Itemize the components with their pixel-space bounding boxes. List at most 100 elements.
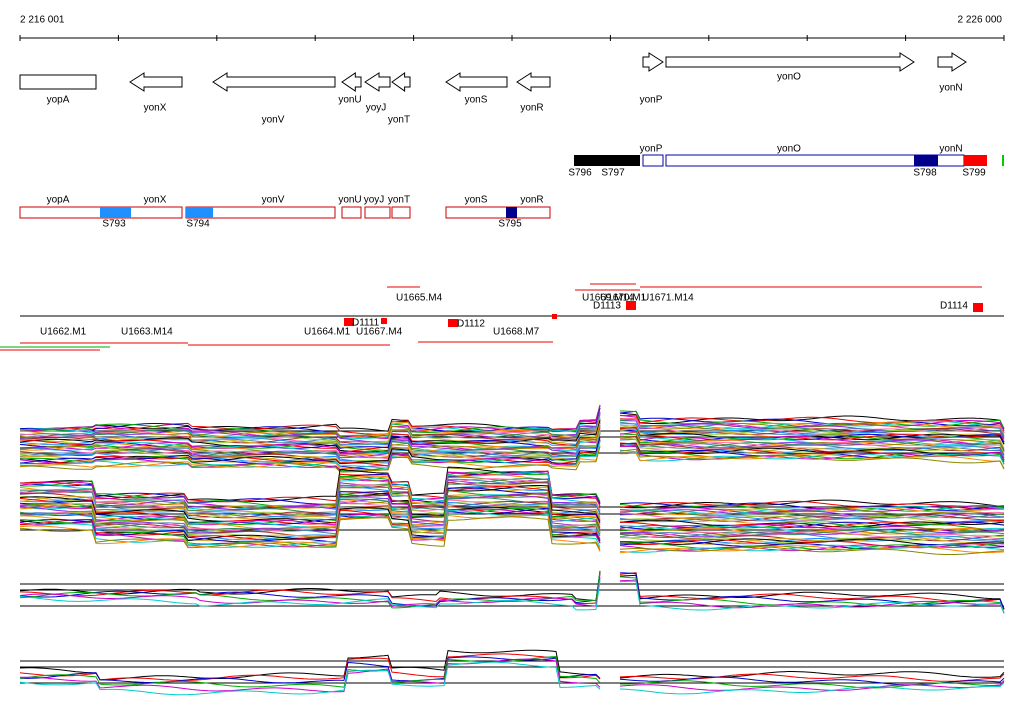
expression-profile: [619, 546, 1005, 555]
expression-profile: [619, 436, 1005, 452]
segment-label: S793: [102, 219, 126, 230]
gene-label: yonP: [640, 144, 663, 155]
gene-label: yonN: [939, 83, 962, 94]
gene-label: yonV: [262, 115, 285, 126]
expression-profile: [19, 580, 601, 611]
transcript-marker: [973, 303, 983, 312]
expression-profile: [19, 661, 601, 696]
expression-profile: [619, 572, 1005, 610]
expression-profile: [19, 440, 601, 471]
gene-label: yonV: [262, 195, 285, 206]
expression-profile: [19, 445, 601, 471]
segment-block: [506, 207, 517, 218]
gene-box: [445, 206, 551, 219]
expression-profile: [19, 516, 601, 550]
ruler-start: 2 216 001: [20, 15, 65, 26]
expression-profile: [619, 682, 1005, 695]
expression-profile: [20, 658, 601, 693]
segment-label: S797: [601, 168, 625, 179]
expression-profile: [19, 653, 601, 681]
transcript-label: U1668.M7: [493, 327, 540, 338]
expression-profile: [619, 427, 1005, 443]
gene-arrow: [129, 72, 183, 92]
expression-profile: [19, 484, 601, 521]
expression-profile: [20, 507, 601, 547]
expression-profile: [19, 441, 601, 469]
expression-profile: [620, 506, 1005, 516]
expression-profile: [19, 413, 601, 446]
segment-block: [186, 207, 213, 218]
transcript-marker: [344, 318, 354, 326]
expression-profile: [20, 433, 601, 464]
expression-profile: [619, 545, 1005, 554]
ruler-end: 2 226 000: [958, 15, 1003, 26]
expression-profile: [19, 514, 601, 552]
expression-profile: [19, 471, 601, 505]
expression-profile: [619, 502, 1005, 511]
expression-profile: [620, 452, 1005, 470]
gene-label: yopA: [47, 195, 70, 206]
gene-label: yonU: [338, 195, 361, 206]
expression-profile: [619, 521, 1005, 531]
gene-label: yonS: [465, 195, 488, 206]
transcript-marker: [626, 301, 636, 310]
expression-profile: [619, 517, 1005, 527]
expression-profile: [619, 505, 1004, 514]
segment-block: [914, 155, 938, 166]
gene-arrow: [391, 72, 411, 92]
transcript-label: U1669.M14: [582, 293, 634, 304]
expression-profile: [619, 542, 1005, 552]
gene-label: yoyJ: [364, 195, 385, 206]
expression-profile: [19, 414, 601, 446]
expression-profile: [619, 535, 1005, 545]
gene-label: yoyJ: [366, 103, 387, 114]
gene-arrow: [19, 74, 97, 90]
expression-profile: [619, 410, 1005, 432]
transcript-label: D1112: [457, 319, 485, 330]
expression-profile: [19, 656, 601, 684]
expression-profile: [19, 656, 601, 688]
expression-profile: [19, 577, 601, 607]
expression-profile: [619, 433, 1005, 450]
segment-block: [574, 155, 640, 166]
expression-profile: [19, 478, 601, 518]
transcript-label: U1667.M4: [356, 327, 403, 338]
expression-profile: [619, 519, 1005, 528]
expression-profile: [619, 579, 1005, 614]
gene-arrow: [445, 72, 508, 92]
gene-label: yonO: [777, 144, 801, 155]
expression-profile: [619, 536, 1005, 545]
segment-label: S798: [913, 168, 937, 179]
gene-arrow: [212, 72, 336, 92]
expression-profile: [619, 500, 1005, 510]
transcript-label: U1665.M4: [396, 293, 443, 304]
expression-profile: [619, 508, 1005, 516]
gene-arrow: [516, 72, 551, 92]
gene-box: [364, 206, 391, 219]
expression-profile: [19, 485, 601, 525]
expression-profile: [619, 574, 1005, 609]
gene-label: yopA: [47, 95, 70, 106]
expression-profile: [19, 474, 601, 512]
gene-label: yonO: [777, 72, 801, 83]
segment-block: [100, 207, 131, 218]
expression-profile: [619, 671, 1005, 679]
transcript-label: D1114: [940, 301, 968, 312]
expression-profile: [19, 649, 601, 681]
gene-box: [642, 154, 664, 167]
expression-profile: [19, 570, 601, 607]
expression-profile: [619, 580, 1005, 614]
expression-profile: [619, 412, 1005, 430]
expression-profile: [19, 508, 601, 548]
gene-label: yonT: [388, 115, 410, 126]
transcript-marker: [448, 319, 458, 327]
gene-label: yonR: [520, 103, 543, 114]
transcript-label: U1663.M14: [121, 327, 173, 338]
transcript-label: D1113: [593, 301, 621, 312]
expression-profile: [620, 414, 1005, 434]
gene-arrow: [937, 52, 967, 72]
gene-label: yonT: [388, 195, 410, 206]
segment-label: S796: [568, 168, 592, 179]
segment-label: S799: [962, 168, 986, 179]
